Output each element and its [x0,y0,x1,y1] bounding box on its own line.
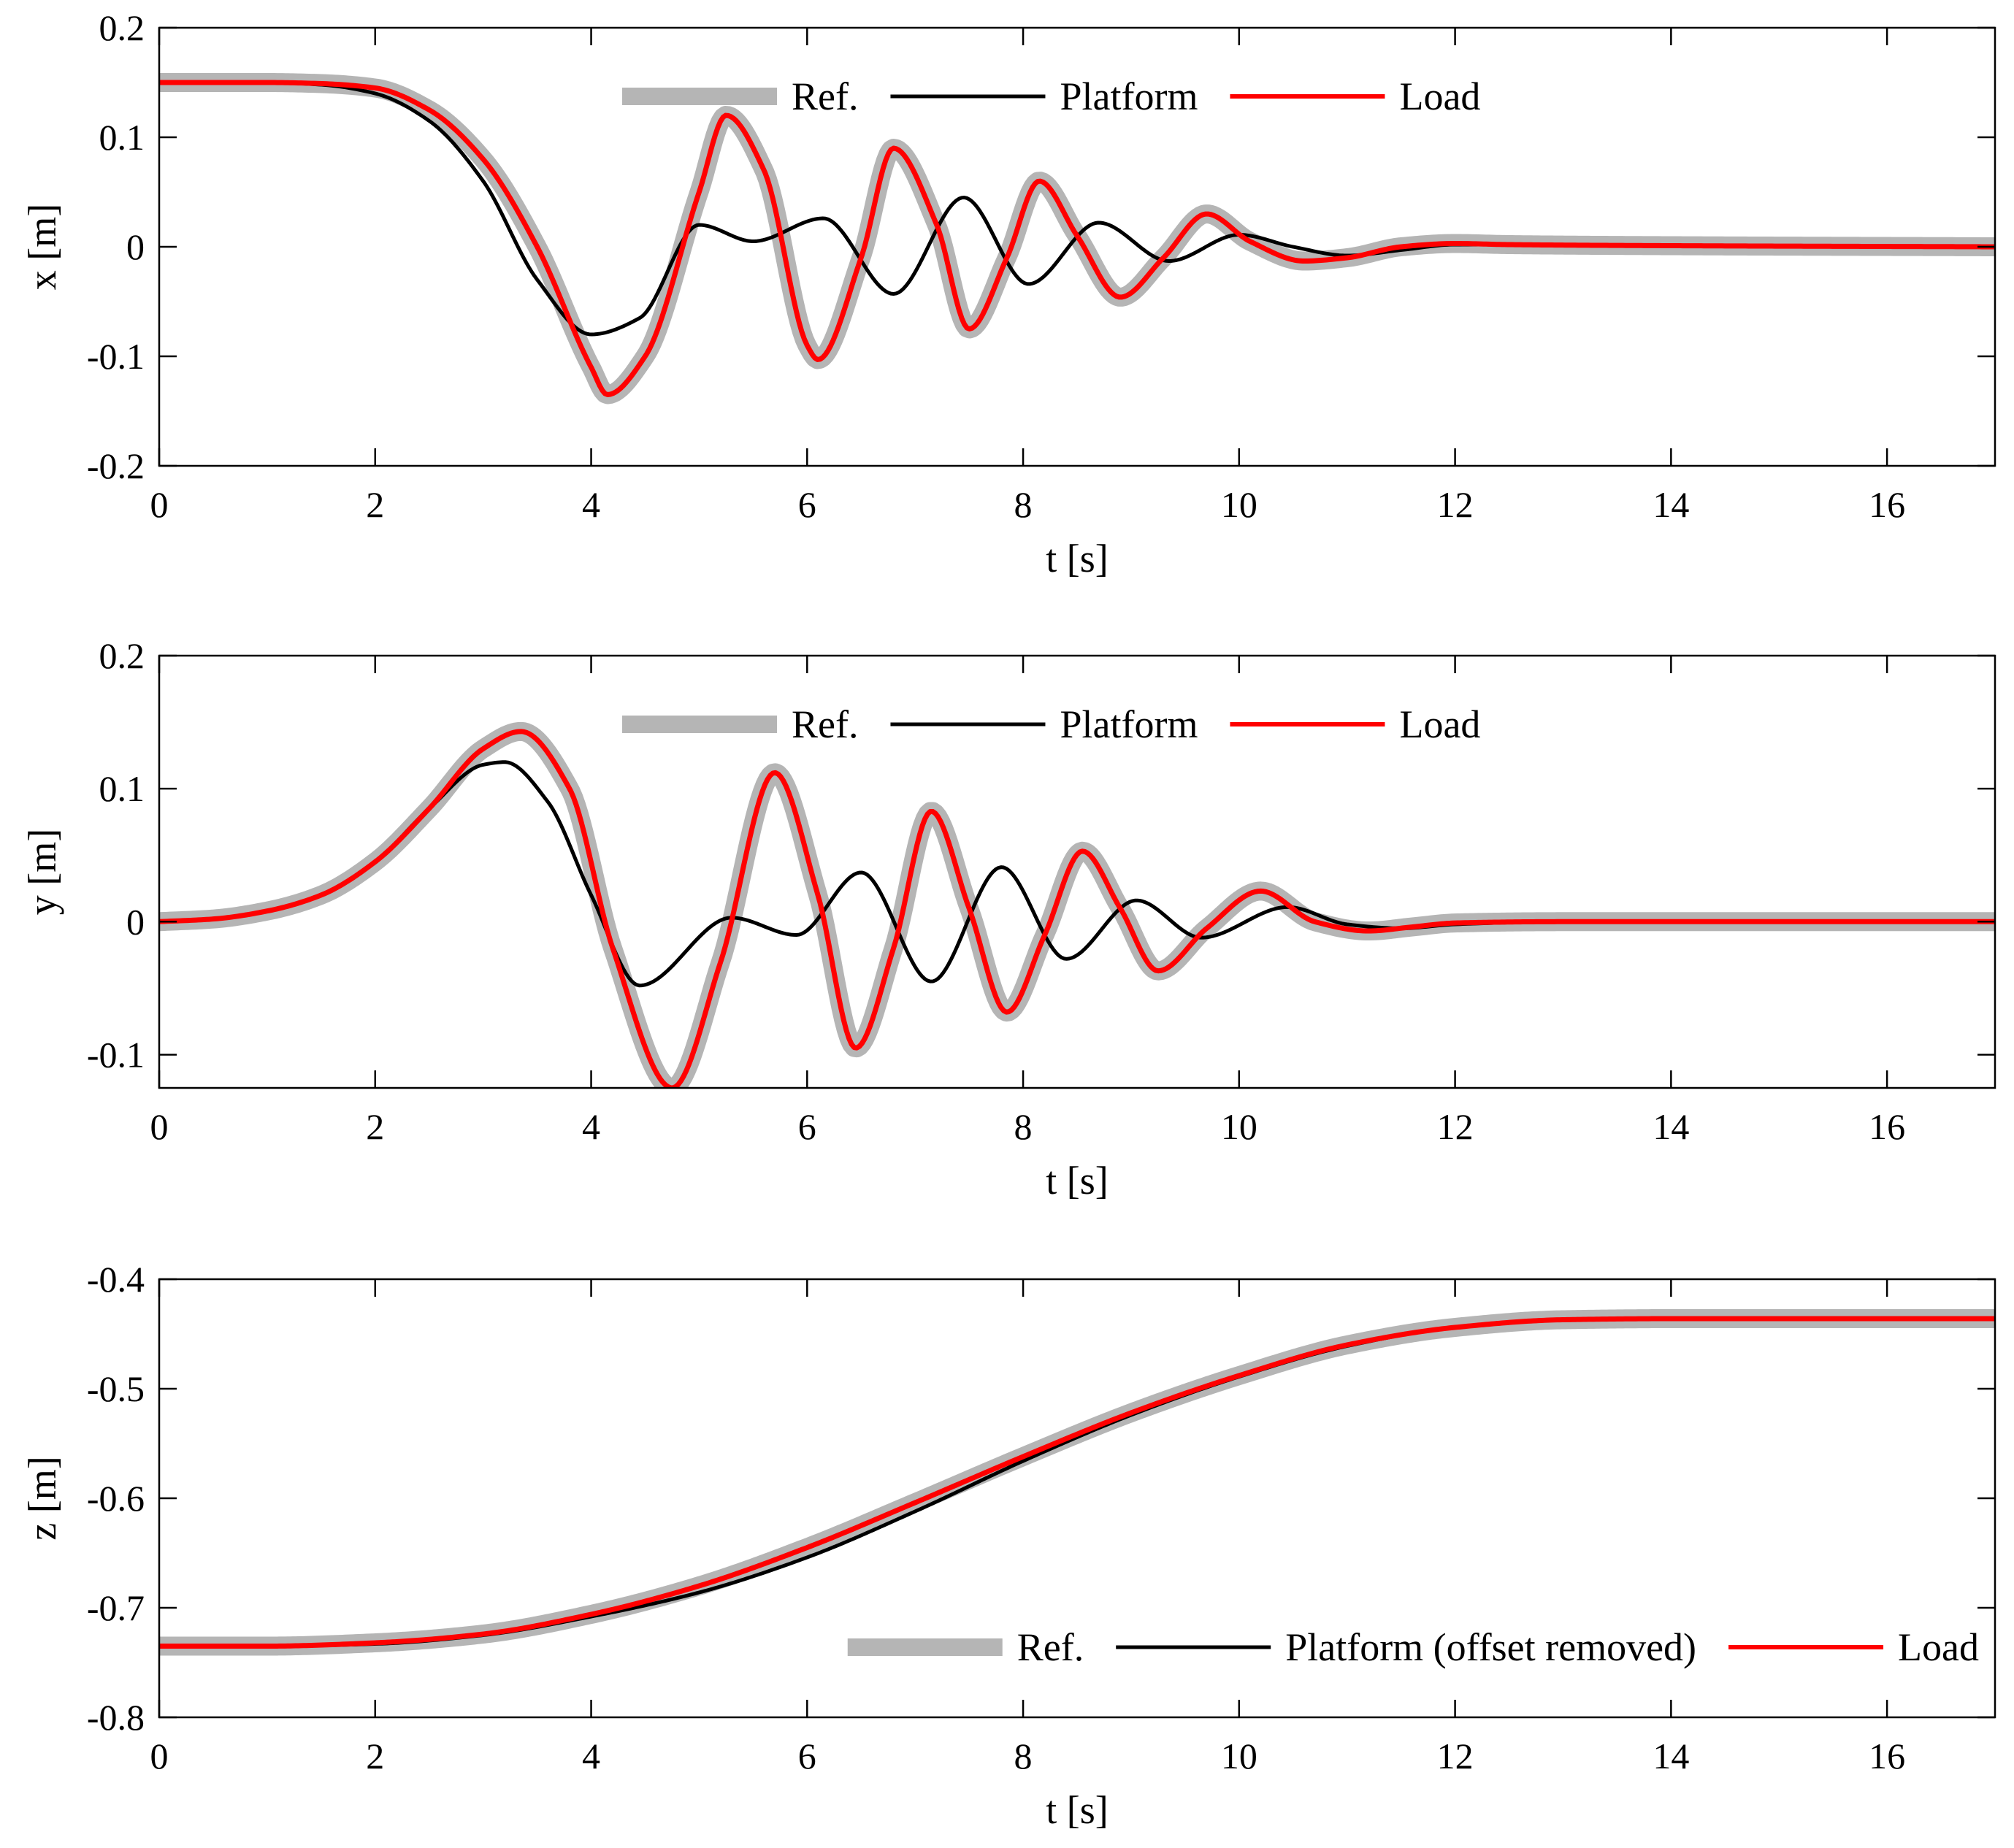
x-tick-label: 2 [366,1736,384,1776]
legend-label-platform: Platform [1060,74,1198,118]
y-tick-label: -0.6 [87,1478,145,1519]
x-tick-label: 2 [366,1106,384,1147]
series-line-platform [159,1316,1995,1648]
y-axis-label: z [m] [20,1456,64,1540]
y-tick-label: 0.2 [99,635,145,676]
x-tick-label: 12 [1437,1106,1474,1147]
x-tick-label: 14 [1653,484,1689,525]
y-tick-label: 0 [126,226,145,267]
x-tick-label: 8 [1014,1736,1033,1776]
legend-label-load: Load [1399,74,1480,118]
x-tick-label: 16 [1869,484,1905,525]
y-axis-label: y [m] [20,829,64,915]
legend-label-load: Load [1399,702,1480,746]
x-tick-label: 4 [582,484,600,525]
x-tick-label: 10 [1221,484,1257,525]
x-tick-label: 12 [1437,1736,1474,1776]
y-tick-label: -0.1 [87,1034,145,1075]
axes-box [158,654,1996,1089]
legend-label-load: Load [1898,1625,1979,1669]
x-tick-label: 6 [798,1106,816,1147]
series-line-load [159,729,1995,1088]
z-panel-series [159,1309,1995,1656]
x-tick-label: 6 [798,1736,816,1776]
x-axis-label: t [s] [1046,1788,1108,1832]
x-panel-series [159,73,1995,405]
series-line-load [159,80,1995,397]
series-line-ref [159,721,1995,1088]
x-tick-label: 0 [150,484,169,525]
y-tick-label: -0.7 [87,1587,145,1628]
y-axis-label: x [m] [20,204,64,290]
y-tick-label: 0 [126,901,145,942]
y-tick-label: -0.5 [87,1368,145,1409]
y-tick-label: 0.1 [99,768,145,809]
y-panel-series [159,721,1995,1088]
x-tick-label: 0 [150,1736,169,1776]
x-tick-label: 8 [1014,484,1033,525]
y-tick-label: 0.1 [99,117,145,158]
z-panel: 0 2 4 6 8 10 12 14 16 -0.8 -0.7 -0.6 -0.5 -0.4 t [s] z … [20,1259,1996,1832]
x-tick-label: 4 [582,1106,600,1147]
x-tick-label: 14 [1653,1106,1689,1147]
legend-label-ref: Ref. [792,702,858,746]
x-tick-label: 14 [1653,1736,1689,1776]
x-panel: 0 2 4 6 8 10 12 14 16 -0.2 -0.1 0 0.1 0.2 t [s] x [m] Re… [20,7,1996,580]
x-axis-label: t [s] [1046,537,1108,580]
y-tick-label: -0.4 [87,1259,145,1300]
x-axis-label: t [s] [1046,1159,1108,1203]
legend-label-platform: Platform (offset removed) [1285,1625,1696,1669]
x-tick-label: 10 [1221,1736,1257,1776]
legend: Ref. Platform (offset removed) Load [847,1625,1979,1669]
legend-label-ref: Ref. [792,74,858,118]
x-tick-label: 10 [1221,1106,1257,1147]
y-tick-label: -0.2 [87,445,145,486]
y-tick-label: -0.1 [87,336,145,377]
y-panel: 0 2 4 6 8 10 12 14 16-0.100.10.2t [s]y [m]Ref. Pl… [20,635,1996,1203]
x-tick-label: 4 [582,1736,600,1776]
legend-label-platform: Platform [1060,702,1198,746]
x-tick-label: 8 [1014,1106,1033,1147]
x-tick-label: 0 [150,1106,169,1147]
y-tick-label: 0.2 [99,7,145,48]
x-tick-label: 6 [798,484,816,525]
y-tick-label: -0.8 [87,1697,145,1738]
legend-label-ref: Ref. [1017,1625,1084,1669]
legend: Ref. Platform Load [622,74,1480,118]
x-tick-label: 16 [1869,1736,1905,1776]
series-line-ref [159,1309,1995,1656]
series-line-load [159,1316,1995,1649]
x-tick-label: 12 [1437,484,1474,525]
x-tick-label: 16 [1869,1106,1905,1147]
x-tick-label: 2 [366,484,384,525]
legend: Ref. Platform Load [622,702,1480,746]
